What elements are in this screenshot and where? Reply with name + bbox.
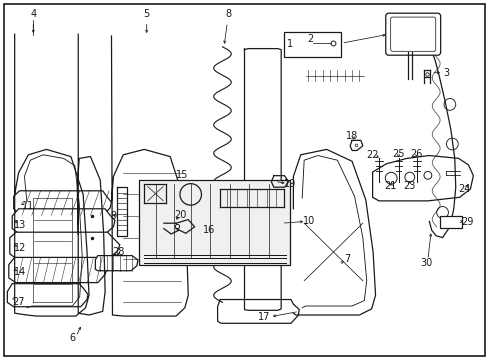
Polygon shape [372, 156, 472, 201]
Text: 14: 14 [14, 267, 27, 277]
Text: 6: 6 [69, 333, 75, 343]
Bar [439, 216, 461, 228]
Text: 4: 4 [30, 9, 36, 19]
Text: 8: 8 [225, 9, 231, 19]
Text: 3: 3 [442, 68, 448, 78]
Text: 21: 21 [383, 181, 396, 192]
Text: 7: 7 [344, 254, 349, 264]
Polygon shape [9, 257, 106, 283]
Text: 26: 26 [409, 149, 422, 159]
Text: 25: 25 [391, 149, 404, 159]
Text: 11: 11 [22, 201, 35, 211]
Text: 9: 9 [110, 211, 116, 221]
Text: 19: 19 [283, 179, 296, 189]
Text: 18: 18 [345, 131, 358, 141]
Text: 13: 13 [14, 220, 27, 230]
Bar [283, 32, 341, 57]
Text: 22: 22 [366, 150, 378, 160]
FancyBboxPatch shape [385, 13, 440, 55]
Text: 17: 17 [257, 312, 270, 322]
Text: 24: 24 [457, 184, 470, 194]
Text: 30: 30 [419, 258, 432, 268]
Text: 2: 2 [307, 33, 313, 44]
Polygon shape [217, 300, 299, 323]
Text: 5: 5 [143, 9, 149, 19]
Text: 16: 16 [203, 225, 215, 235]
Text: 23: 23 [403, 181, 415, 192]
Polygon shape [95, 256, 138, 271]
Text: 15: 15 [175, 170, 188, 180]
Bar [139, 180, 289, 265]
Polygon shape [12, 209, 115, 234]
Text: 27: 27 [12, 297, 25, 307]
Text: 1: 1 [286, 39, 293, 49]
Polygon shape [7, 284, 88, 307]
Polygon shape [10, 232, 120, 259]
Text: 12: 12 [14, 243, 27, 253]
Polygon shape [14, 191, 111, 215]
Text: 28: 28 [112, 247, 124, 257]
Text: 10: 10 [302, 216, 315, 226]
FancyBboxPatch shape [390, 17, 435, 51]
Text: 29: 29 [460, 217, 472, 228]
Text: 20: 20 [173, 210, 186, 220]
